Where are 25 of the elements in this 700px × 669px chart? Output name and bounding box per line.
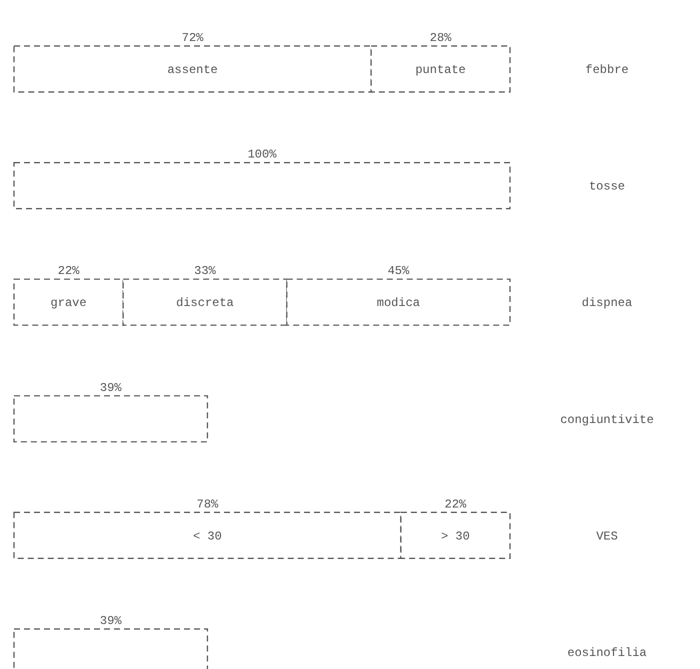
data-label: 100% xyxy=(248,148,278,162)
data-label: 28% xyxy=(430,31,452,45)
y-tick-label: tosse xyxy=(588,180,626,194)
data-label: 33% xyxy=(194,264,217,278)
y-tick-label: congiuntivite xyxy=(560,412,654,427)
y-tick-label: eosinofilia xyxy=(567,646,647,660)
annotation: modica xyxy=(376,296,420,310)
annotation: puntate xyxy=(415,63,466,77)
y-tick-label: VES xyxy=(596,529,618,544)
annotation: assente xyxy=(167,63,218,77)
y-tick-label: febbre xyxy=(585,63,629,77)
data-label: 22% xyxy=(58,264,80,278)
data-label: 45% xyxy=(388,264,410,278)
data-label: 78% xyxy=(196,497,220,512)
annotation: > 30 xyxy=(441,529,470,544)
annotation: < 30 xyxy=(193,529,222,544)
data-label: 22% xyxy=(444,497,468,512)
data-label: 39% xyxy=(100,614,122,628)
annotation: discreta xyxy=(176,296,234,310)
bar xyxy=(13,395,208,442)
data-label: 39% xyxy=(100,380,122,395)
annotation: grave xyxy=(50,296,87,310)
y-tick-label: dispnea xyxy=(582,296,632,310)
data-label: 72% xyxy=(182,31,204,45)
bar xyxy=(13,162,511,210)
